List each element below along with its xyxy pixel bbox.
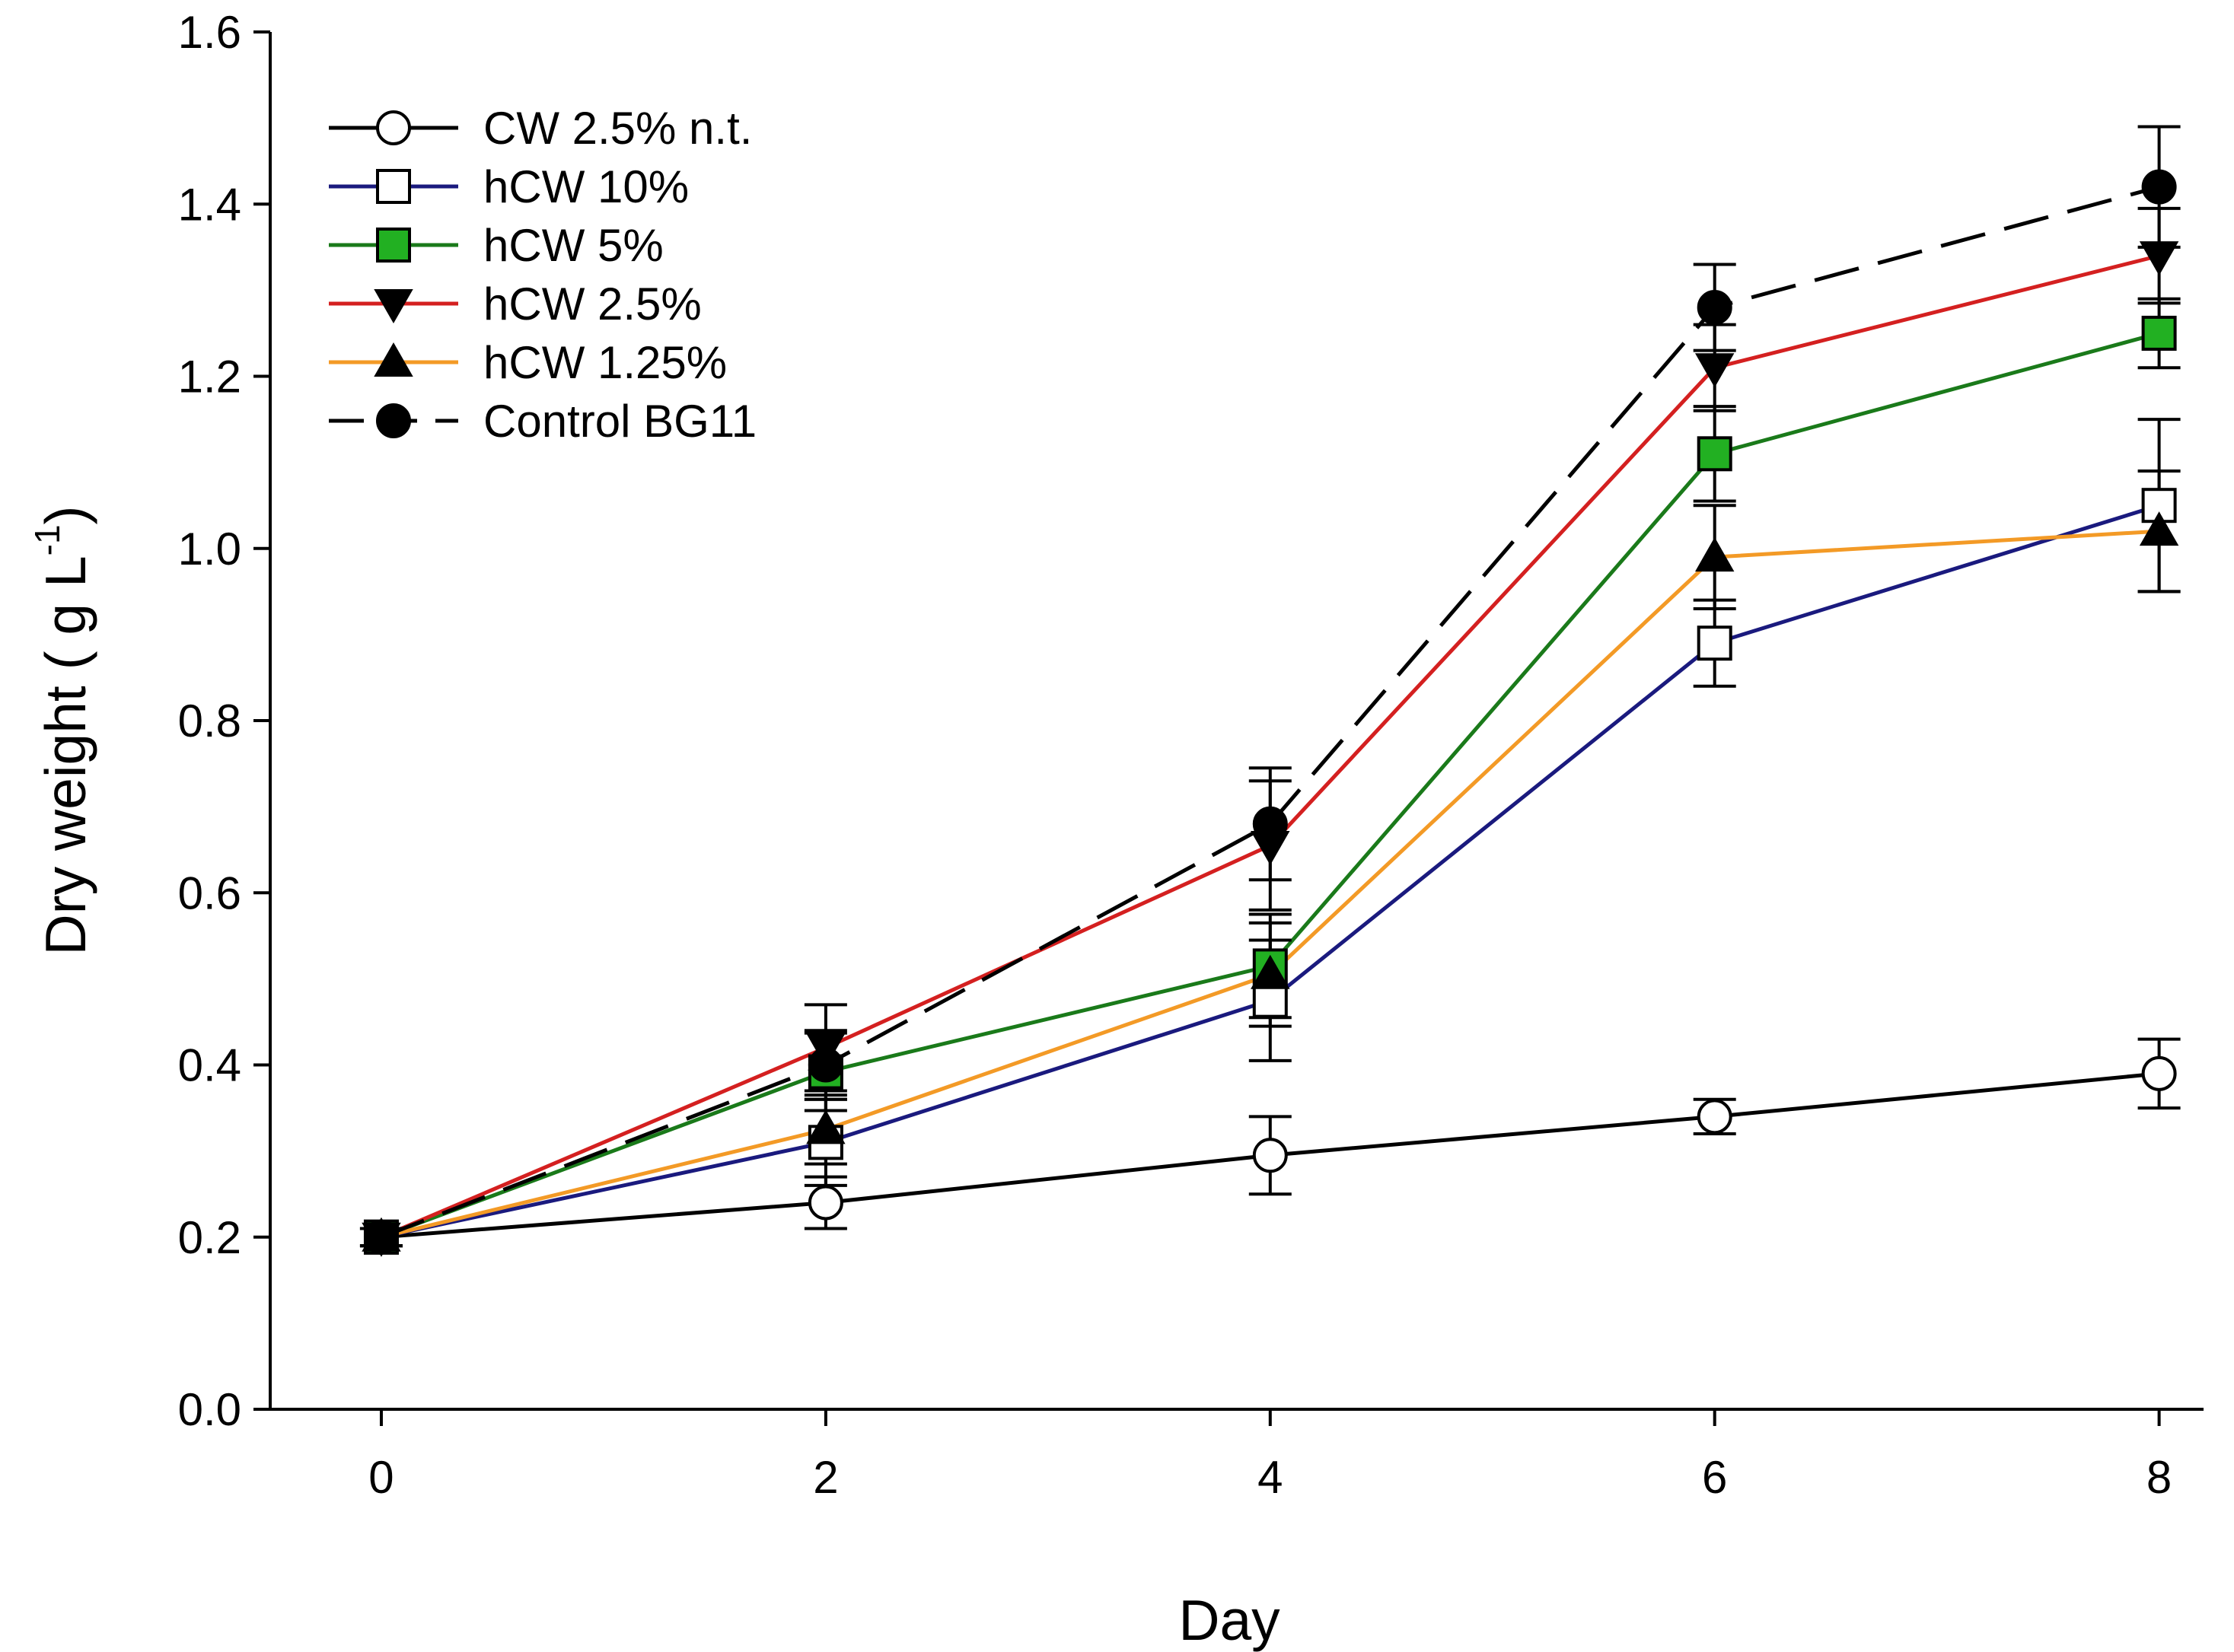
- legend-item: hCW 5%: [329, 220, 664, 271]
- x-tick-label: 4: [1257, 1452, 1283, 1503]
- y-tick-label: 1.6: [178, 7, 241, 58]
- legend-marker: [376, 110, 411, 145]
- axes: 0.0 0.2 0.4 0.6 0.8 1.0 1.2 1.4 1.6 0 2 4 6 8: [178, 7, 2204, 1503]
- legend-item: hCW 10%: [329, 161, 689, 212]
- data-point: [1252, 806, 1288, 842]
- data-point: [363, 1219, 399, 1255]
- data-point: [1697, 1099, 1732, 1135]
- data-point: [1697, 436, 1732, 472]
- legend-item: Control BG11: [329, 396, 757, 447]
- data-point: [2139, 241, 2179, 276]
- legend-label: Control BG11: [483, 396, 757, 447]
- x-tick-label: 8: [2146, 1452, 2172, 1503]
- y-tick-label: 0.4: [178, 1040, 241, 1091]
- legend: CW 2.5% n.t. hCW 10% hCW 5% hCW 2.5% hCW 1.2…: [329, 103, 757, 447]
- legend-item: hCW 2.5%: [329, 279, 702, 329]
- data-point: [2141, 315, 2177, 351]
- y-tick-label: 0.2: [178, 1212, 241, 1263]
- data-point: [806, 1109, 846, 1144]
- svg-text:Dry weight ( g L-1): Dry weight ( g L-1): [27, 505, 97, 955]
- legend-marker: [376, 169, 411, 204]
- data-points: [362, 169, 2179, 1257]
- y-tick-label: 1.4: [178, 179, 241, 230]
- data-point: [1252, 982, 1288, 1018]
- data-point: [2139, 511, 2179, 546]
- y-tick-label: 0.6: [178, 867, 241, 918]
- x-tick-label: 6: [1702, 1452, 1727, 1503]
- x-axis-title: Day: [1178, 1588, 1280, 1652]
- x-tick-label: 2: [813, 1452, 838, 1503]
- y-axis-title-superscript: -1: [27, 524, 67, 555]
- data-point: [1697, 290, 1732, 325]
- data-point: [808, 1185, 843, 1221]
- data-point: [1694, 537, 1735, 572]
- x-tick-label: 0: [368, 1452, 394, 1503]
- legend-marker: [376, 403, 411, 438]
- legend-label: hCW 10%: [483, 161, 689, 212]
- data-point: [1252, 1138, 1288, 1173]
- series-layer: [359, 125, 2181, 1257]
- y-axis-title-close: ): [33, 505, 97, 524]
- y-tick-label: 0.8: [178, 695, 241, 746]
- y-tick-label: 1.0: [178, 524, 241, 575]
- legend-label: CW 2.5% n.t.: [483, 103, 752, 154]
- data-point: [2141, 169, 2177, 205]
- legend-item: hCW 1.25%: [329, 337, 727, 388]
- legend-marker: [376, 228, 411, 263]
- legend-label: hCW 2.5%: [483, 279, 702, 329]
- legend-item: CW 2.5% n.t.: [329, 103, 752, 154]
- y-tick-label: 0.0: [178, 1384, 241, 1435]
- legend-marker: [374, 342, 413, 377]
- data-point: [1251, 954, 1290, 989]
- y-axis-title: Dry weight ( g L-1): [27, 505, 97, 955]
- data-point: [1697, 625, 1732, 661]
- data-point: [1694, 353, 1735, 388]
- legend-label: hCW 1.25%: [483, 337, 727, 388]
- legend-label: hCW 5%: [483, 220, 664, 271]
- data-point: [808, 1047, 843, 1083]
- y-tick-label: 1.2: [178, 352, 241, 403]
- y-axis-title-main: Dry weight ( g L: [33, 555, 97, 955]
- data-point: [2141, 1055, 2177, 1091]
- legend-marker: [374, 289, 413, 324]
